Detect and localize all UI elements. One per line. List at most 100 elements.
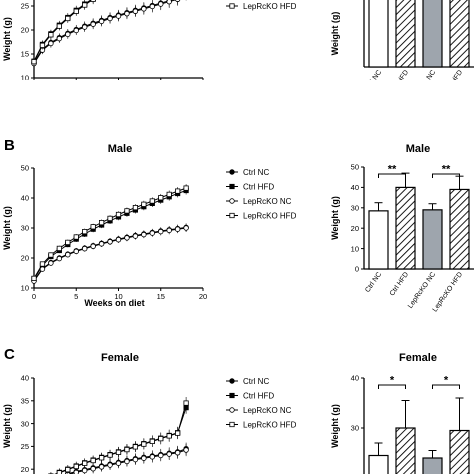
bar-ctrl-hfd xyxy=(395,0,416,68)
data-point xyxy=(65,15,71,22)
data-point xyxy=(158,452,164,459)
data-point xyxy=(158,195,164,201)
data-point xyxy=(124,10,130,17)
bar-y-tick-label: 20 xyxy=(351,224,359,233)
data-point xyxy=(107,239,113,245)
data-point xyxy=(31,59,37,65)
significance-bracket xyxy=(432,173,460,178)
data-point xyxy=(98,18,105,25)
data-point xyxy=(48,260,54,266)
legend-label: Ctrl NC xyxy=(243,168,269,177)
y-axis-title: Weight (g) xyxy=(2,404,12,448)
data-point xyxy=(90,243,96,249)
series-line xyxy=(33,0,177,64)
panel-letter-c: C xyxy=(4,346,15,363)
data-point xyxy=(73,8,79,14)
x-tick-label: 10 xyxy=(114,82,122,91)
data-point xyxy=(115,236,122,243)
data-point xyxy=(73,27,79,34)
data-point xyxy=(115,211,122,218)
data-point xyxy=(141,441,147,447)
line-chart-b: 10 20 30 40 50 0 5 10 15 20 Weeks on diet Weight (g… xyxy=(2,164,207,308)
significance-label: * xyxy=(444,375,449,387)
data-point xyxy=(90,0,96,2)
y-tick-label: 30 xyxy=(21,224,29,233)
data-point xyxy=(90,224,96,230)
data-point xyxy=(166,451,172,457)
x-tick-label: 15 xyxy=(157,292,165,301)
data-point xyxy=(48,32,54,38)
data-point xyxy=(39,261,46,267)
bar-y-axis-title: Weight (g) xyxy=(330,196,340,240)
legend-c: Ctrl NC Ctrl HFD LepRcKO NC LepRcKO HFD xyxy=(226,377,297,430)
data-point xyxy=(124,458,130,465)
data-point xyxy=(166,227,172,234)
bar-y-axis-title: Weight (g) xyxy=(330,404,340,448)
legend-item: Ctrl HFD xyxy=(226,392,274,401)
data-point xyxy=(158,436,164,442)
legend-marker xyxy=(229,392,235,399)
x-tick-label: 15 xyxy=(157,82,165,91)
legend-b: Ctrl NC Ctrl HFD LepRcKO NC LepRcKO HFD xyxy=(226,168,297,221)
data-point xyxy=(56,255,63,262)
x-tick-label: 10 xyxy=(114,292,122,301)
data-point xyxy=(149,198,155,204)
data-point xyxy=(90,21,96,27)
data-point xyxy=(183,447,189,453)
bar-category-label: Ctrl HFD xyxy=(389,271,410,297)
panel-title-c-bar: Female xyxy=(399,352,437,364)
legend-marker xyxy=(229,169,235,175)
y-tick-label: 25 xyxy=(21,442,29,451)
data-point xyxy=(65,239,71,245)
data-point xyxy=(90,457,96,464)
y-axis-title: Weight (g) xyxy=(2,206,12,250)
bar-ctrl-nc xyxy=(368,0,389,68)
data-point xyxy=(98,464,105,470)
data-point xyxy=(183,225,189,231)
y-tick-label: 40 xyxy=(21,374,29,383)
data-point xyxy=(48,252,54,258)
legend-marker xyxy=(229,407,235,413)
data-point xyxy=(39,42,46,48)
data-point xyxy=(175,188,181,194)
legend-item: LepRcKO HFD xyxy=(226,2,297,11)
data-point xyxy=(158,1,164,7)
data-point xyxy=(115,460,122,466)
x-tick-label: 5 xyxy=(74,82,78,91)
data-point xyxy=(98,241,105,247)
legend-label: LepRcKO NC xyxy=(243,197,292,206)
data-point xyxy=(56,35,63,42)
data-point xyxy=(73,234,79,240)
legend-marker xyxy=(229,378,235,384)
data-point xyxy=(107,15,113,22)
data-point xyxy=(183,400,189,406)
data-point xyxy=(132,444,138,450)
data-point xyxy=(149,230,155,236)
data-point xyxy=(65,31,71,38)
data-point xyxy=(65,251,71,258)
data-point xyxy=(166,191,172,197)
data-point xyxy=(115,449,122,455)
series-line xyxy=(33,227,187,282)
x-axis-title: Weeks on diet xyxy=(84,88,144,98)
significance-label: ** xyxy=(442,164,451,176)
data-point xyxy=(124,235,130,241)
bar-leprcko-nc xyxy=(422,457,443,474)
y-tick-label: 20 xyxy=(21,254,29,263)
series-ctrl-nc xyxy=(31,0,180,67)
data-point xyxy=(82,2,88,8)
series-line xyxy=(33,0,93,62)
series-leprcko-hfd xyxy=(31,184,189,282)
bar-leprcko-hfd xyxy=(449,188,470,270)
bar-y-tick-label: 10 xyxy=(351,244,359,253)
panel-letter-b: B xyxy=(4,137,15,154)
bar-y-tick-label: 40 xyxy=(351,183,359,192)
data-point xyxy=(124,208,130,214)
series-ctrl-hfd xyxy=(31,0,96,66)
legend-marker xyxy=(229,198,235,204)
x-axis-title: Weeks on diet xyxy=(84,298,144,308)
y-tick-label: 15 xyxy=(21,50,29,59)
data-point xyxy=(132,204,138,211)
